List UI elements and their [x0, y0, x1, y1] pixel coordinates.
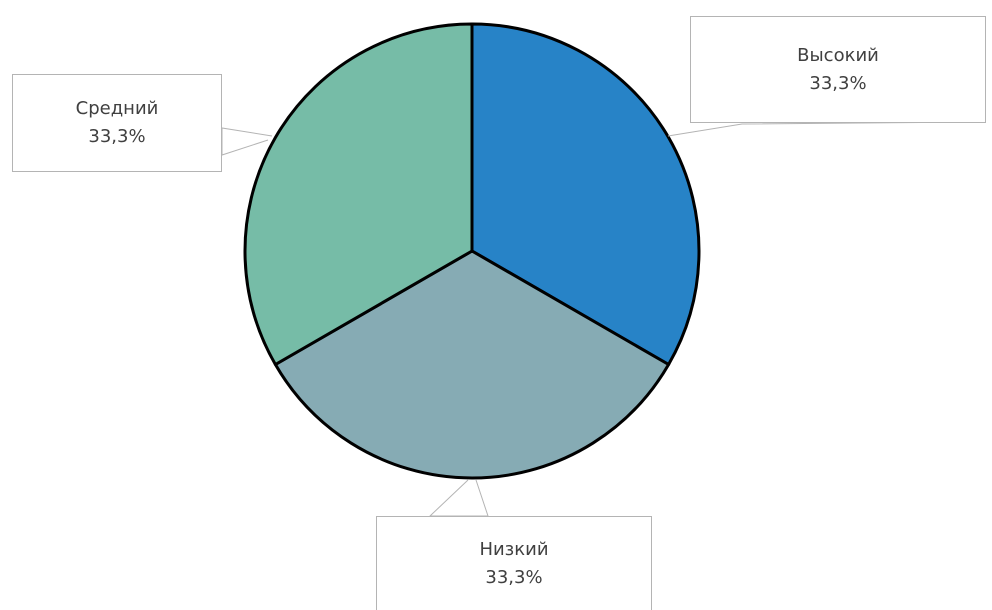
callout-vysokiy: Высокий 33,3%	[690, 16, 986, 123]
callout-value-sredniy: 33,3%	[88, 126, 146, 147]
callout-nizkiy: Низкий 33,3%	[376, 516, 652, 610]
callout-label-vysokiy: Высокий	[797, 44, 879, 66]
slice-vysokiy	[470, 22, 701, 366]
callout-label-sredniy: Средний	[75, 98, 159, 119]
callout-value-vysokiy: 33,3%	[809, 72, 867, 94]
leader-line-sredniy	[221, 127, 273, 156]
leader-line-nizkiy	[428, 479, 489, 517]
callout-sredniy: Средний 33,3%	[12, 74, 222, 172]
callout-value-nizkiy: 33,3%	[485, 566, 543, 588]
pie-slices	[243, 22, 701, 480]
slice-sredniy	[243, 22, 474, 366]
callout-label-nizkiy: Низкий	[479, 538, 549, 560]
leader-line-vysokiy	[667, 121, 986, 137]
